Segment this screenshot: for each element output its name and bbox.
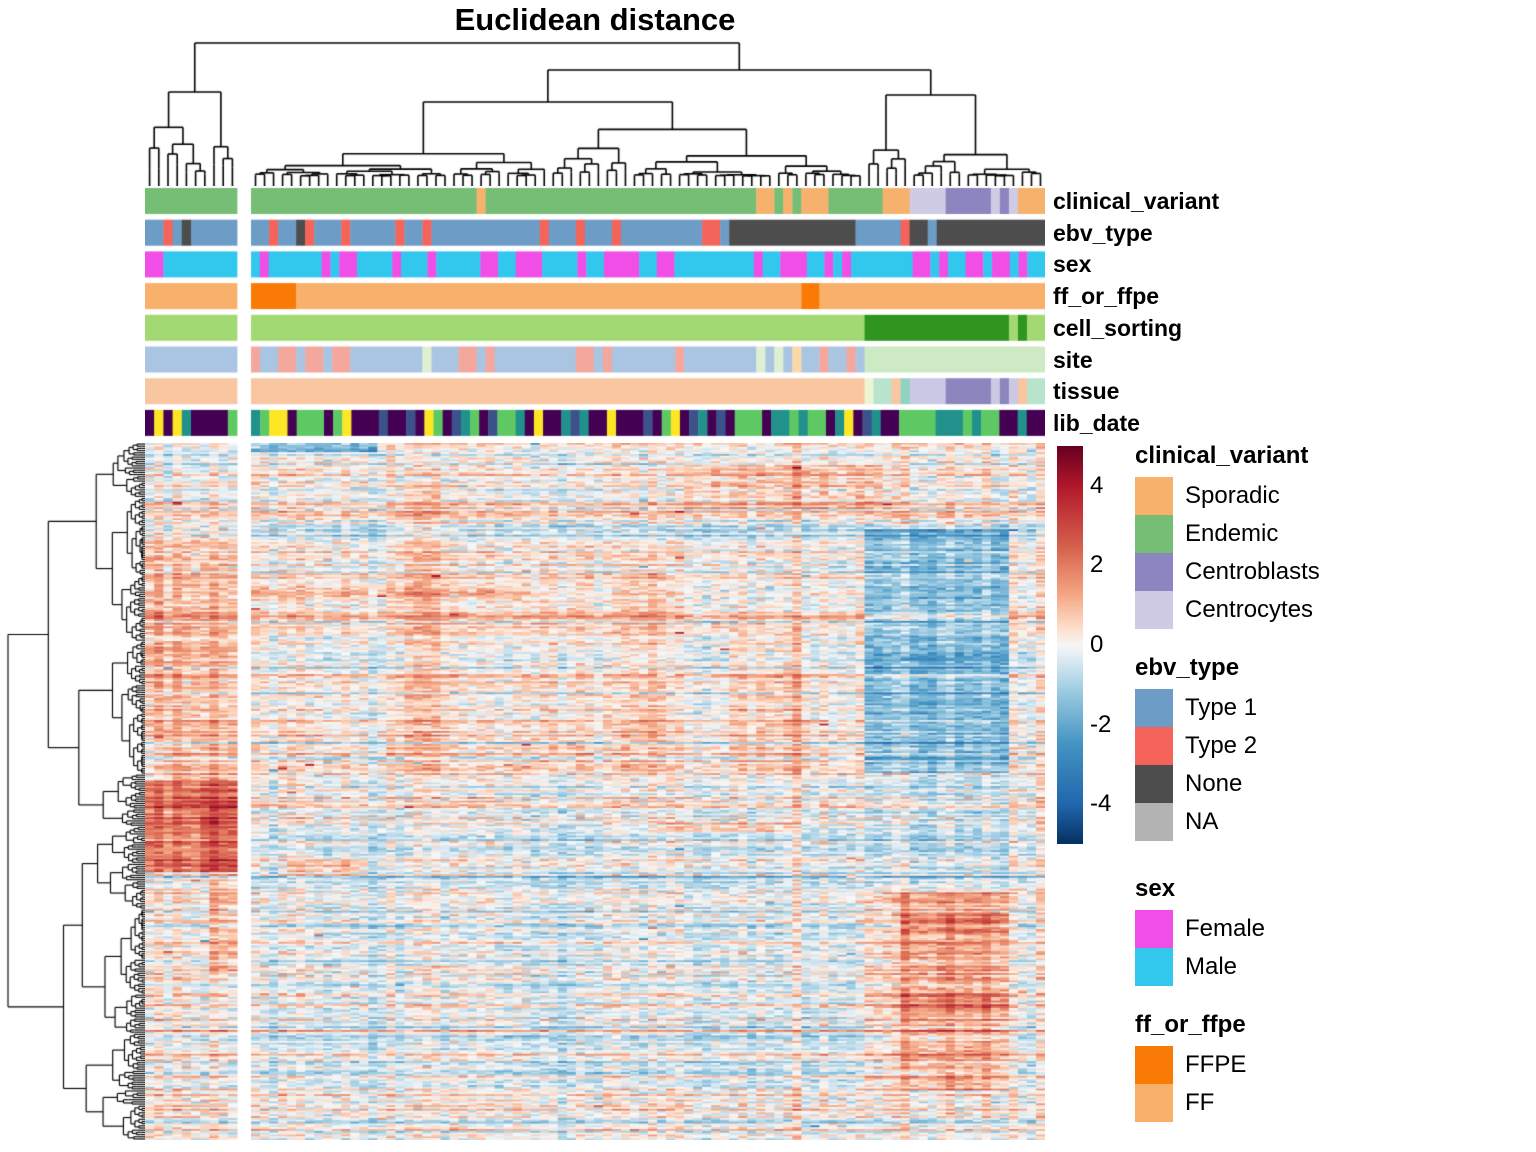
- figure-title: Euclidean distance: [454, 2, 736, 37]
- legend-entry-Type 1: Type 1: [1135, 689, 1525, 727]
- legend-label-NA: NA: [1185, 808, 1219, 835]
- legend-swatch-Type 2: [1135, 727, 1173, 765]
- legend-swatch-FFPE: [1135, 1046, 1173, 1084]
- legend-entry-Centroblasts: Centroblasts: [1135, 553, 1525, 591]
- colorbar-tick-2: 2: [1090, 551, 1104, 579]
- legend-swatch-Endemic: [1135, 515, 1173, 553]
- legend: clinical_variant Sporadic Endemic Centrobla…: [1135, 441, 1525, 1152]
- legend-title-sex: sex: [1135, 875, 1176, 902]
- colorbar-canvas: [1057, 446, 1083, 844]
- legend-label-Male: Male: [1185, 953, 1238, 980]
- legend-block-ff_or_ffpe: ff_or_ffpe FFPE FF: [1135, 1010, 1525, 1122]
- legend-block-sex: sex Female Male: [1135, 874, 1525, 986]
- legend-title-ff_or_ffpe: ff_or_ffpe: [1135, 1011, 1246, 1038]
- legend-label-Type 1: Type 1: [1185, 694, 1258, 721]
- column-dendrogram-canvas: [145, 40, 1045, 186]
- legend-label-None: None: [1185, 770, 1243, 797]
- colorbar-tick--4: -4: [1090, 790, 1112, 818]
- legend-block-clinical_variant: clinical_variant Sporadic Endemic Centrobla…: [1135, 441, 1525, 629]
- legend-entry-FF: FF: [1135, 1084, 1525, 1122]
- legend-block-ebv_type: ebv_type Type 1 Type 2 None NA: [1135, 653, 1525, 841]
- annotation-label-ebv_type: ebv_type: [1053, 219, 1153, 246]
- annotation-label-ff_or_ffpe: ff_or_ffpe: [1053, 283, 1160, 310]
- legend-entry-NA: NA: [1135, 803, 1525, 841]
- annotation-label-clinical_variant: clinical_variant: [1053, 188, 1220, 214]
- legend-swatch-Type 1: [1135, 689, 1173, 727]
- legend-label-FFPE: FFPE: [1185, 1051, 1247, 1078]
- annotation-label-site: site: [1053, 346, 1093, 373]
- legend-swatch-Female: [1135, 910, 1173, 948]
- row-dendrogram-canvas: [5, 443, 145, 1140]
- legend-swatch-FF: [1135, 1084, 1173, 1122]
- legend-swatch-None: [1135, 765, 1173, 803]
- legend-swatch-Centrocytes: [1135, 591, 1173, 629]
- annotation-label-cell_sorting: cell_sorting: [1053, 314, 1183, 341]
- legend-entry-Centrocytes: Centrocytes: [1135, 591, 1525, 629]
- legend-entry-None: None: [1135, 765, 1525, 803]
- annotation-label-tissue: tissue: [1053, 378, 1120, 405]
- legend-label-Sporadic: Sporadic: [1185, 482, 1280, 509]
- legend-label-FF: FF: [1185, 1089, 1215, 1116]
- legend-label-Type 2: Type 2: [1185, 732, 1258, 759]
- legend-entry-Female: Female: [1135, 910, 1525, 948]
- legend-swatch-NA: [1135, 803, 1173, 841]
- colorbar-tick-0: 0: [1090, 631, 1104, 658]
- legend-swatch-Male: [1135, 948, 1173, 986]
- legend-title-ebv_type: ebv_type: [1135, 654, 1240, 681]
- legend-entry-Endemic: Endemic: [1135, 515, 1525, 553]
- legend-entry-Male: Male: [1135, 948, 1525, 986]
- legend-swatch-Sporadic: [1135, 477, 1173, 515]
- annotation-tracks-canvas: [145, 186, 1045, 440]
- colorbar-tick-4: 4: [1090, 471, 1104, 499]
- annotation-label-sex: sex: [1053, 251, 1092, 278]
- legend-label-Centrocytes: Centrocytes: [1185, 596, 1314, 623]
- legend-entry-Sporadic: Sporadic: [1135, 477, 1525, 515]
- legend-label-Endemic: Endemic: [1185, 520, 1279, 547]
- legend-title-clinical_variant: clinical_variant: [1135, 442, 1309, 469]
- legend-entry-FFPE: FFPE: [1135, 1046, 1525, 1084]
- legend-swatch-Centroblasts: [1135, 553, 1173, 591]
- legend-label-Centroblasts: Centroblasts: [1185, 558, 1320, 585]
- annotation-label-lib_date: lib_date: [1053, 409, 1140, 436]
- heatmap-canvas: [145, 443, 1045, 1140]
- legend-label-Female: Female: [1185, 915, 1266, 942]
- colorbar-tick--2: -2: [1090, 710, 1112, 738]
- legend-entry-Type 2: Type 2: [1135, 727, 1525, 765]
